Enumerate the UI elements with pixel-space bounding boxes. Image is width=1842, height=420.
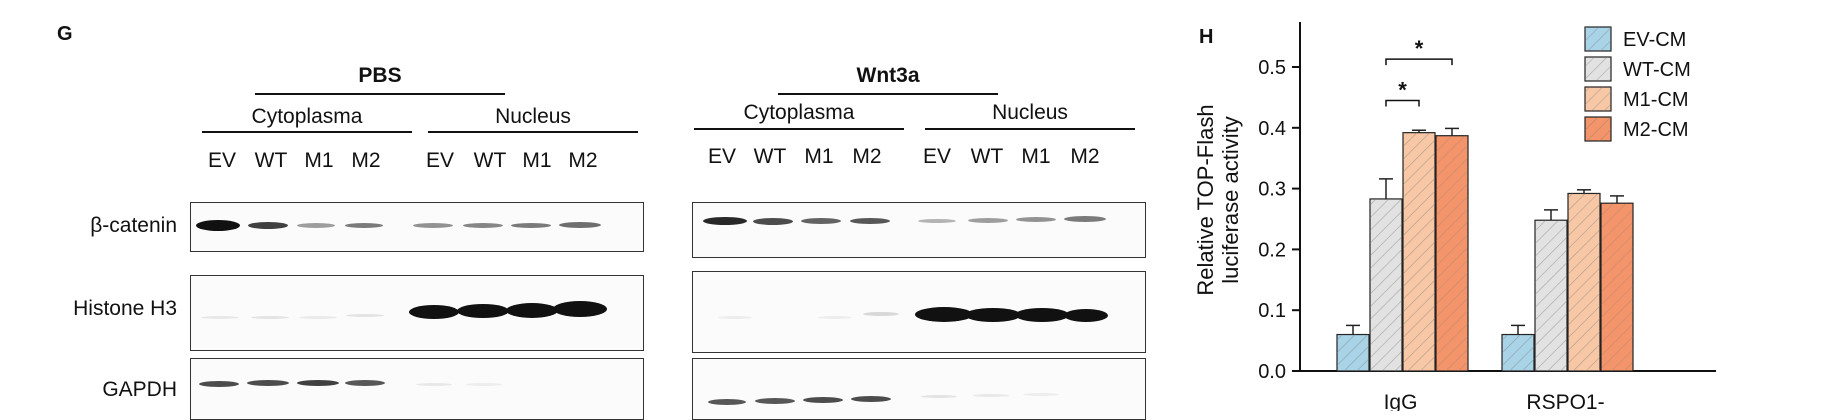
- blot-gapdh-pbs: [190, 358, 644, 420]
- row-label-gapdh: GAPDH: [102, 378, 177, 401]
- y-tick-label: 0.0: [1258, 361, 1286, 383]
- fraction-label-cytoplasma-wnt3a: Cytoplasma: [743, 101, 855, 124]
- blot-beta-catenin-wnt3a: [692, 202, 1146, 258]
- fraction-label-nucleus-wnt3a: Nucleus: [992, 101, 1068, 124]
- legend-label: M1-CM: [1623, 89, 1689, 111]
- lane-m1: M1: [804, 145, 834, 168]
- legend-swatch-hatch: [1585, 57, 1611, 81]
- significance-bracket: [1385, 58, 1453, 66]
- lane-wt: WT: [473, 149, 507, 172]
- lane-m2: M2: [351, 149, 381, 172]
- bar-hatch: [1502, 334, 1534, 371]
- bar-hatch: [1601, 203, 1633, 371]
- condition-pbs: PBS: [358, 64, 402, 87]
- lane-ev: EV: [207, 149, 236, 172]
- luciferase-bar-chart: 0.0 0.1 0.2 0.3 0.4 0.5 Relative TOP-Flash luci…: [1193, 22, 1716, 411]
- legend-swatch-hatch: [1585, 117, 1611, 141]
- lane-wt: WT: [753, 145, 787, 168]
- bar-hatch: [1568, 193, 1600, 371]
- fraction-line-cytoplasma-wnt3a: [694, 128, 904, 130]
- bar-hatch: [1370, 198, 1402, 371]
- legend-label: EV-CM: [1623, 29, 1686, 51]
- blot-beta-catenin-pbs: [190, 202, 644, 252]
- significance-bracket: [1385, 99, 1420, 107]
- lane-m1: M1: [1021, 145, 1051, 168]
- y-tick-label: 0.5: [1258, 57, 1286, 79]
- panel-h-letter: H: [1199, 26, 1214, 48]
- bar-hatch: [1403, 132, 1435, 371]
- fraction-label-cytoplasma-pbs: Cytoplasma: [251, 105, 363, 128]
- legend-label: M2-CM: [1623, 119, 1689, 141]
- lane-m2: M2: [568, 149, 598, 172]
- significance-star: *: [1415, 36, 1424, 61]
- lane-wt: WT: [970, 145, 1004, 168]
- legend-label: WT-CM: [1623, 59, 1691, 81]
- lane-m2: M2: [852, 145, 882, 168]
- significance-star: *: [1398, 77, 1407, 102]
- x-category-label: IgG: [1384, 391, 1418, 411]
- y-axis-label-line2: luciferase activity: [1218, 116, 1243, 284]
- fraction-line-nucleus-wnt3a: [925, 128, 1135, 130]
- bar-hatch: [1535, 220, 1567, 371]
- lane-ev: EV: [707, 145, 736, 168]
- legend-swatch-hatch: [1585, 27, 1611, 51]
- y-axis-label-line1: Relative TOP-Flash: [1193, 104, 1218, 295]
- lane-ev: EV: [425, 149, 454, 172]
- x-category-label: RSPO1-: [1526, 391, 1604, 411]
- fraction-label-nucleus-pbs: Nucleus: [495, 105, 571, 128]
- y-tick-label: 0.2: [1258, 239, 1286, 261]
- fraction-line-cytoplasma-pbs: [202, 131, 412, 133]
- y-tick-label: 0.3: [1258, 179, 1286, 201]
- blot-histone-h3-pbs: [190, 275, 644, 351]
- panel-g-letter: G: [57, 23, 73, 45]
- row-label-beta-catenin: β-catenin: [90, 214, 177, 237]
- lane-ev: EV: [922, 145, 951, 168]
- condition-wnt3a: Wnt3a: [856, 64, 920, 87]
- y-tick-label: 0.1: [1258, 300, 1286, 322]
- row-label-histone-h3: Histone H3: [73, 297, 177, 320]
- lane-m1: M1: [522, 149, 552, 172]
- y-tick-label: 0.4: [1258, 118, 1286, 140]
- bar-hatch: [1436, 135, 1468, 371]
- pbs-bracket-line: [255, 93, 505, 95]
- bar-hatch: [1337, 334, 1369, 371]
- lane-m2: M2: [1070, 145, 1100, 168]
- blot-histone-h3-wnt3a: [692, 271, 1146, 353]
- lane-wt: WT: [254, 149, 288, 172]
- wnt3a-bracket-line: [778, 93, 998, 95]
- fraction-line-nucleus-pbs: [428, 131, 638, 133]
- legend-swatch-hatch: [1585, 87, 1611, 111]
- lane-m1: M1: [304, 149, 334, 172]
